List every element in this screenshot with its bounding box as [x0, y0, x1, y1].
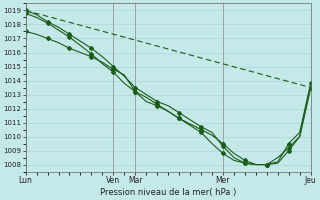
- X-axis label: Pression niveau de la mer( hPa ): Pression niveau de la mer( hPa ): [100, 188, 236, 197]
